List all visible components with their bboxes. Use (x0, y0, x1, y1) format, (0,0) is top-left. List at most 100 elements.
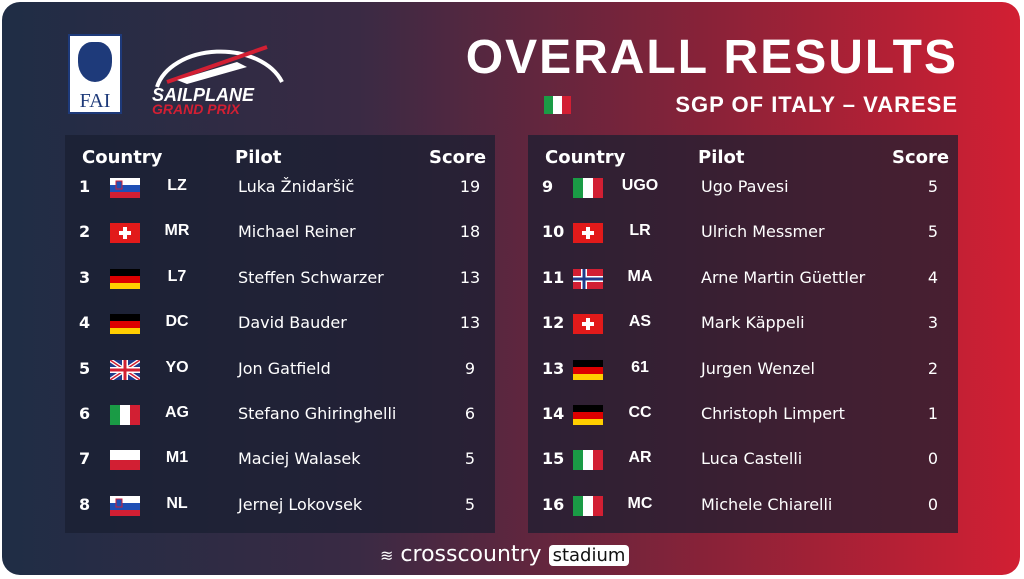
country-code: MC (627, 494, 653, 512)
flag (110, 450, 140, 471)
score: 6 (464, 404, 476, 423)
rank: 4 (79, 313, 91, 333)
rank: 3 (79, 267, 91, 287)
score: 5 (464, 494, 476, 514)
column-header: Country (82, 147, 163, 168)
flag-cell (110, 268, 140, 293)
column-header: Country (545, 147, 626, 168)
subtitle: SGP OF ITALY – VARESE (675, 92, 958, 117)
rank: 1 (79, 177, 91, 196)
flag-cell (573, 223, 603, 247)
flag (573, 359, 603, 380)
rank: 14 (542, 404, 565, 423)
flag (573, 495, 603, 516)
italy-flag (544, 96, 571, 114)
pilot: Stefano Ghiringhelli (238, 404, 397, 423)
flag (573, 314, 603, 335)
flag (110, 178, 140, 198)
rank: 12 (542, 313, 565, 333)
pilot: Steffen Schwarzer (238, 267, 384, 287)
pilot: Luca Castelli (701, 449, 803, 469)
rank: 5 (79, 358, 91, 378)
country-code: DC (165, 313, 189, 331)
score: 13 (459, 267, 481, 287)
flag (110, 223, 140, 244)
rank: 16 (542, 494, 565, 514)
pilot: Jon Gatfield (238, 358, 331, 378)
flag-cell (108, 357, 142, 384)
pilot: Ugo Pavesi (701, 177, 789, 196)
pilot: Luka Žnidaršič (238, 177, 355, 196)
pilot: Ulrich Messmer (701, 222, 825, 242)
rank: 9 (542, 177, 554, 196)
country-code: YO (165, 358, 189, 376)
flag-cell (573, 178, 603, 202)
pilot: Arne Martin Güettler (701, 267, 866, 287)
brand: crosscountry (400, 542, 542, 567)
flag (108, 357, 142, 382)
flag (110, 495, 140, 516)
flag-cell (110, 178, 140, 202)
flag-cell (573, 495, 603, 520)
country-code: CC (628, 404, 652, 421)
country-code: 61 (631, 358, 649, 376)
pilot: Michele Chiarelli (701, 494, 833, 514)
column-header: Pilot (698, 147, 745, 168)
rank: 8 (79, 494, 91, 514)
grand-prix-text: GRAND PRIX (152, 101, 240, 117)
score: 4 (927, 267, 939, 287)
flag-cell (573, 314, 603, 338)
flag-cell (573, 450, 603, 474)
flag (573, 405, 603, 425)
rank: 6 (79, 404, 91, 423)
country-code: MA (627, 267, 653, 285)
flag (573, 223, 603, 244)
flag-cell (573, 405, 603, 429)
rank: 7 (79, 449, 91, 469)
score: 5 (927, 177, 939, 196)
flag (110, 405, 140, 425)
country-code: MR (164, 222, 190, 240)
flag (573, 268, 603, 289)
title: OVERALL RESULTS (465, 31, 958, 84)
column-header: Pilot (235, 147, 282, 168)
flag-cell (110, 314, 140, 338)
sailplane-emblem (155, 45, 284, 88)
score: 0 (927, 494, 939, 514)
results-table: Country Pilot Score 9 UGO Ugo Pavesi 5 10 LR Ulri… (528, 135, 958, 533)
column-header: Score (429, 147, 487, 168)
fai-logo: FAI (68, 34, 122, 114)
column-header: Score (892, 147, 950, 168)
rank: 15 (542, 449, 565, 469)
country-code: NL (166, 494, 188, 512)
country-code: AS (628, 313, 652, 331)
badge: stadium (548, 545, 630, 566)
score: 3 (927, 313, 939, 333)
score: 9 (464, 358, 476, 378)
pilot: Jurgen Wenzel (701, 358, 815, 378)
score: 2 (927, 358, 939, 378)
pilot: Michael Reiner (238, 222, 356, 242)
rank: 2 (79, 222, 91, 242)
pilot: David Bauder (238, 313, 347, 333)
results-table: Country Pilot Score 1 LZ Luka Žnidaršič 19 2 MR M… (65, 135, 495, 533)
flag-cell (110, 495, 140, 520)
flag-cell (573, 359, 603, 384)
score: 0 (927, 449, 939, 469)
country-code: M1 (165, 449, 189, 467)
sailplane-text: SAILPLANE (152, 85, 255, 105)
country-code: AR (628, 449, 652, 467)
flag-cell (110, 450, 140, 474)
footer: ≋ crosscountry stadium (380, 542, 630, 567)
rank: 13 (542, 358, 565, 378)
score: 18 (459, 222, 481, 242)
country-code: UGO (621, 177, 659, 194)
score: 5 (464, 449, 476, 469)
country-code: AG (165, 404, 189, 421)
score: 19 (459, 177, 481, 196)
country-code: L7 (167, 267, 187, 285)
flag-cell (110, 405, 140, 429)
country-code: LZ (167, 177, 187, 194)
flag-cell (110, 223, 140, 247)
